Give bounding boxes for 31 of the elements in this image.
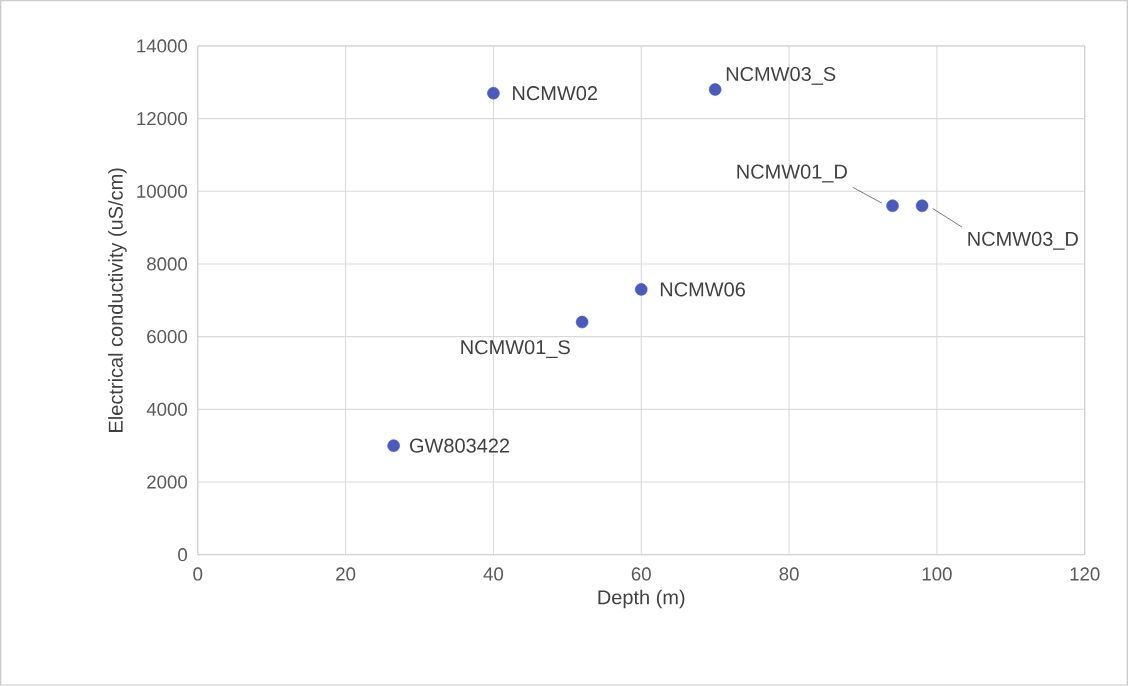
y-tick-label: 6000 — [147, 330, 188, 344]
annotation: NCMW02 — [513, 86, 597, 101]
annotation: NCMW03_D — [968, 231, 1078, 250]
annotation: NCMW03_S — [726, 67, 836, 85]
annotation: NCMW01_D — [737, 164, 847, 183]
point — [915, 199, 929, 213]
x-axis-title: Depth (m) — [598, 589, 685, 609]
y-tick-label: 10000 — [137, 184, 188, 198]
y-tick-label: 12000 — [137, 112, 188, 126]
annotation: GW803422 — [410, 438, 510, 453]
annotation: NCMW01_S — [461, 340, 570, 359]
x-tick-label: 120 — [1070, 567, 1100, 581]
y-tick-label: 0 — [178, 548, 188, 562]
y-tick-label: 14000 — [137, 39, 188, 53]
y-axis-title: Electrical conductivity (uS/cm) — [108, 168, 127, 432]
x-tick-label: 60 — [631, 567, 651, 581]
y-tick-label: 2000 — [147, 475, 188, 489]
x-tick-label: 0 — [193, 567, 203, 581]
point — [886, 199, 899, 213]
x-tick-label: 80 — [779, 567, 799, 581]
point — [487, 87, 500, 100]
y-tick-label: 4000 — [146, 402, 188, 416]
point — [708, 83, 722, 96]
point — [387, 439, 400, 452]
point — [575, 315, 589, 329]
x-tick-label: 40 — [483, 567, 504, 581]
point — [634, 283, 648, 296]
y-tick-label: 8000 — [147, 257, 188, 271]
x-tick-label: 20 — [336, 567, 356, 581]
annotation: NCMW06 — [660, 282, 745, 297]
x-tick-label: 100 — [922, 567, 952, 581]
